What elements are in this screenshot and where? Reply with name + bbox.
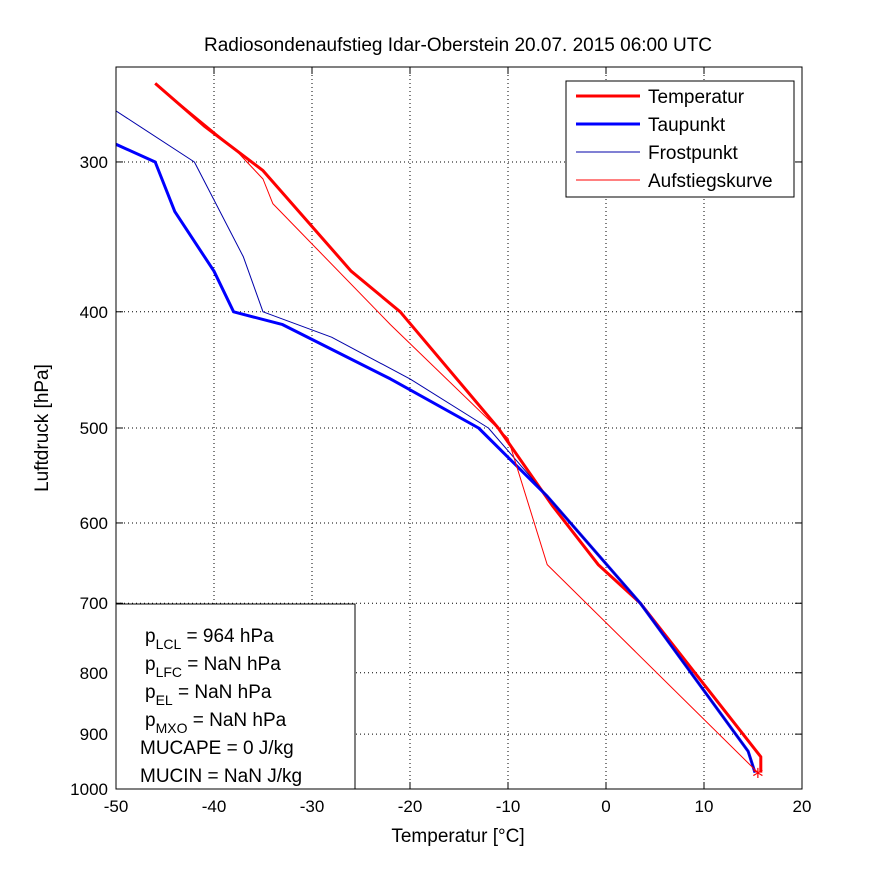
- info-line: MUCIN = NaN J/kg: [140, 766, 302, 787]
- x-tick-label: 20: [793, 797, 812, 816]
- info-text: p: [145, 682, 156, 703]
- legend-label: Taupunkt: [648, 115, 726, 136]
- info-line: pMXO = NaN hPa: [145, 710, 287, 736]
- legend-box: [565, 80, 795, 198]
- y-tick-label: 600: [80, 514, 108, 533]
- info-text: MUCIN = NaN J/kg: [140, 766, 302, 787]
- x-tick-label: -10: [496, 797, 521, 816]
- surface-marker: *: [752, 766, 763, 791]
- series-line-aufstiegskurve: [154, 83, 759, 773]
- info-value: = NaN hPa: [187, 710, 286, 731]
- info-text: MUCAPE = 0 J/kg: [140, 738, 294, 759]
- marker-layer: *: [752, 766, 763, 791]
- info-line: pEL = NaN hPa: [145, 682, 272, 708]
- y-tick-label: 700: [80, 594, 108, 613]
- info-text: p: [145, 710, 156, 731]
- info-subscript: LFC: [156, 664, 182, 680]
- info-line: pLFC = NaN hPa: [145, 654, 281, 680]
- legend-label: Aufstiegskurve: [648, 171, 773, 192]
- x-tick-label: 10: [695, 797, 714, 816]
- y-tick-label: 1000: [70, 780, 108, 799]
- x-axis-ticks: -50 -40 -30 -20 -10 0 10 20: [104, 67, 812, 816]
- x-tick-label: -50: [104, 797, 129, 816]
- info-subscript: EL: [156, 692, 173, 708]
- y-axis-ticks: 300 400 500 600 700 800 900 1000: [70, 153, 802, 799]
- x-tick-label: -20: [398, 797, 423, 816]
- info-line: pLCL = 964 hPa: [145, 626, 274, 652]
- info-line: MUCAPE = 0 J/kg: [140, 738, 294, 759]
- legend-label: Frostpunkt: [648, 143, 738, 164]
- y-tick-label: 500: [80, 419, 108, 438]
- x-tick-label: -30: [300, 797, 325, 816]
- x-tick-label: -40: [202, 797, 227, 816]
- y-tick-label: 300: [80, 153, 108, 172]
- y-tick-label: 800: [80, 664, 108, 683]
- y-axis-label: Luftdruck [hPa]: [32, 364, 53, 492]
- info-text: p: [145, 654, 156, 675]
- series-line-frostpunkt: [116, 110, 756, 773]
- x-axis-label: Temperatur [°C]: [391, 826, 524, 847]
- info-value: = NaN hPa: [182, 654, 281, 675]
- y-tick-label: 400: [80, 303, 108, 322]
- info-value: = NaN hPa: [173, 682, 272, 703]
- info-text: p: [145, 626, 156, 647]
- info-subscript: LCL: [156, 636, 182, 652]
- info-box-frame: [115, 603, 356, 790]
- legend: Temperatur Taupunkt Frostpunkt Aufstiegskur…: [565, 80, 795, 198]
- info-value: = 964 hPa: [181, 626, 274, 647]
- series-layer: [116, 82, 763, 774]
- chart-title: Radiosondenaufstieg Idar-Oberstein 20.07…: [204, 35, 712, 56]
- legend-label: Temperatur: [648, 87, 745, 108]
- x-tick-label: 0: [601, 797, 610, 816]
- info-subscript: MXO: [156, 720, 188, 736]
- series-line-temperatur: [154, 82, 763, 773]
- y-tick-label: 900: [80, 725, 108, 744]
